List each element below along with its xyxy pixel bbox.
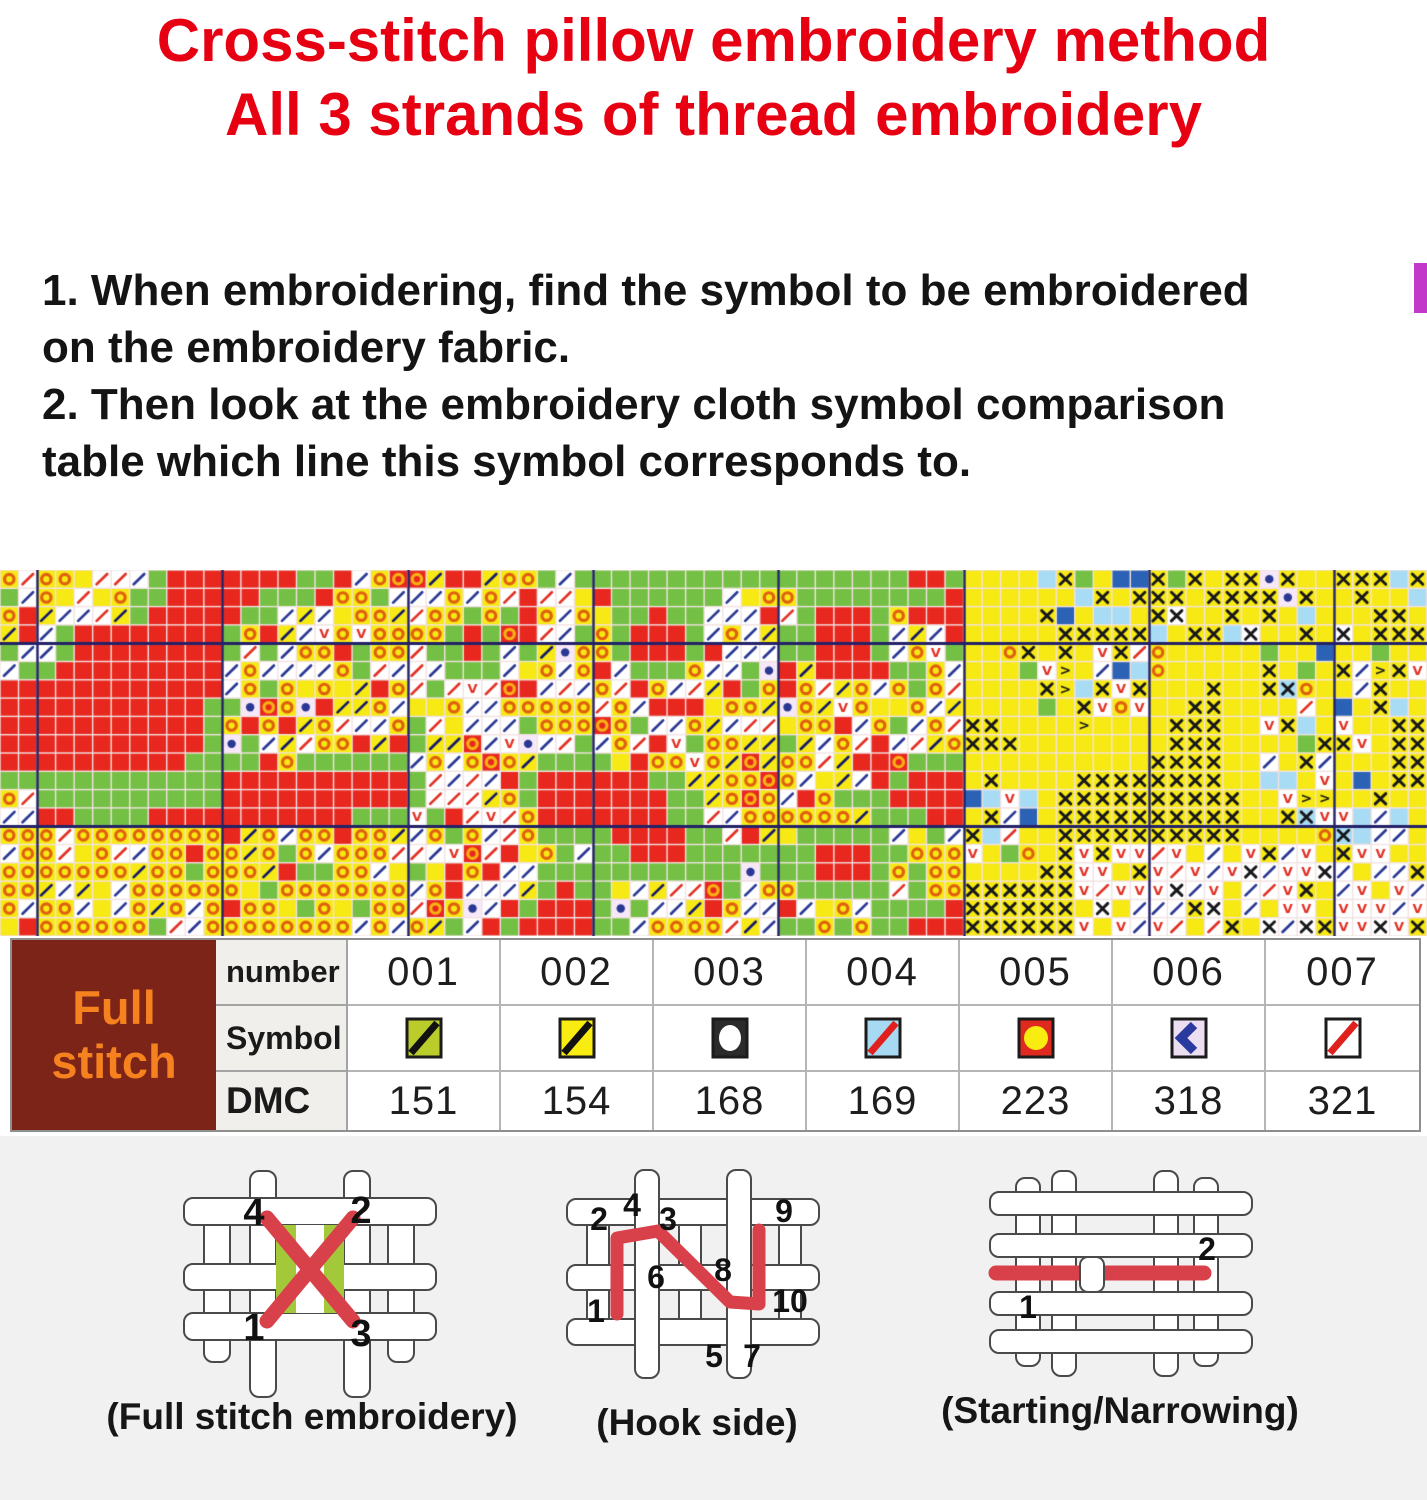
legend-symbol-cell-003 (654, 1006, 807, 1072)
legend-dmc-007: 321 (1266, 1072, 1419, 1130)
legend-number-006: 006 (1113, 940, 1266, 1006)
row-label-symbol: Symbol (216, 1006, 348, 1072)
full-stitch-legend-table: Full stitch number Symbol DMC 001 151 002 1… (10, 938, 1421, 1132)
legend-column-006: 006 318 (1113, 940, 1266, 1130)
stitch-order-number: 6 (647, 1259, 665, 1295)
instruction-line-2: on the embroidery fabric. (42, 323, 571, 372)
stitch-order-number: 1 (243, 1307, 264, 1349)
yellow-black-diagonal-icon (558, 1017, 595, 1059)
legend-symbol-cell-002 (501, 1006, 654, 1072)
legend-number-007: 007 (1266, 940, 1419, 1006)
text-cursor-artifact (1414, 263, 1427, 313)
legend-dmc-003: 168 (654, 1072, 807, 1130)
full-stitch-label-line-2: stitch (51, 1035, 177, 1088)
instruction-line-4: table which line this symbol corresponds… (42, 437, 972, 486)
instruction-line-1: 1. When embroidering, find the symbol to… (42, 266, 1250, 315)
pattern-chart-canvas (0, 570, 1427, 936)
lavender-blue-chevron-icon (1170, 1017, 1207, 1059)
legend-number-003: 003 (654, 940, 807, 1006)
caption-hook-side: (Hook side) (596, 1402, 798, 1443)
legend-column-003: 003 168 (654, 940, 807, 1130)
stitch-order-number: 2 (1198, 1231, 1216, 1267)
weave-thread (989, 1191, 1253, 1216)
weave-thread (1079, 1256, 1105, 1293)
full-stitch-header-block: Full stitch (12, 940, 216, 1130)
lightblue-red-diagonal-icon (864, 1017, 901, 1059)
stitch-order-number: 10 (772, 1283, 808, 1319)
weave-thread (183, 1197, 437, 1226)
stitch-order-number: 7 (743, 1338, 761, 1374)
legend-dmc-001: 151 (348, 1072, 501, 1130)
caption-starting-narrowing: (Starting/Narrowing) (941, 1390, 1299, 1431)
stitch-order-number: 1 (587, 1293, 605, 1329)
stitch-order-number: 4 (623, 1187, 641, 1223)
stitch-order-number: 3 (350, 1313, 371, 1355)
white-red-diagonal-icon (1324, 1017, 1361, 1059)
legend-symbol-cell-007 (1266, 1006, 1419, 1072)
legend-dmc-002: 154 (501, 1072, 654, 1130)
legend-symbol-cell-001 (348, 1006, 501, 1072)
legend-number-001: 001 (348, 940, 501, 1006)
black-white-circle-icon (711, 1017, 748, 1059)
cross-stitch-thread (259, 1210, 361, 1329)
legend-number-004: 004 (807, 940, 960, 1006)
legend-dmc-006: 318 (1113, 1072, 1266, 1130)
stitch-order-number: 2 (590, 1201, 608, 1237)
red-yellow-circle-icon (1017, 1017, 1054, 1059)
legend-column-005: 005 223 (960, 940, 1113, 1130)
starting-narrowing-diagram: 1 2 (988, 1170, 1253, 1377)
page-title-line-2: All 3 strands of thread embroidery (225, 81, 1202, 148)
stitch-order-number: 8 (714, 1252, 732, 1288)
caption-full-stitch: (Full stitch embroidery) (106, 1396, 518, 1437)
legend-number-005: 005 (960, 940, 1113, 1006)
weave-thread (726, 1169, 752, 1379)
stitch-order-number: 3 (659, 1201, 677, 1237)
legend-column-002: 002 154 (501, 940, 654, 1130)
stitch-order-number: 2 (350, 1190, 371, 1232)
row-label-number: number (216, 940, 348, 1006)
legend-row-labels: number Symbol DMC (216, 940, 348, 1130)
yellow-green-black-diagonal-icon (405, 1017, 442, 1059)
weave-thread (183, 1312, 437, 1341)
weave-thread (989, 1233, 1253, 1258)
stitch-order-number: 5 (705, 1338, 723, 1374)
instructions-text: 1. When embroidering, find the symbol to… (42, 262, 1420, 490)
stitch-order-number: 9 (775, 1193, 793, 1229)
hook-side-diagram: 2 4 3 9 6 8 1 5 7 10 (566, 1169, 820, 1379)
hook-stitch-thread (610, 1223, 766, 1321)
weave-thread (634, 1169, 660, 1379)
legend-dmc-004: 169 (807, 1072, 960, 1130)
page-title-line-1: Cross-stitch pillow embroidery method (156, 7, 1271, 74)
weave-thread (566, 1198, 820, 1226)
instruction-line-3: 2. Then look at the embroidery cloth sym… (42, 380, 1226, 429)
weave-thread (989, 1329, 1253, 1354)
weave-thread (566, 1318, 820, 1346)
legend-dmc-005: 223 (960, 1072, 1113, 1130)
row-label-dmc: DMC (216, 1072, 348, 1130)
legend-column-004: 004 169 (807, 940, 960, 1130)
legend-columns: 001 151 002 154 003 168 004 169 005 223 006 318 007 3… (348, 940, 1419, 1130)
legend-symbol-cell-004 (807, 1006, 960, 1072)
legend-symbol-cell-005 (960, 1006, 1113, 1072)
legend-column-001: 001 151 (348, 940, 501, 1130)
stitch-order-number: 1 (1019, 1289, 1037, 1325)
legend-number-002: 002 (501, 940, 654, 1006)
legend-symbol-cell-006 (1113, 1006, 1266, 1072)
weave-thread (989, 1291, 1253, 1316)
full-stitch-diagram: 4 2 1 3 (183, 1170, 437, 1398)
stitch-order-number: 4 (243, 1192, 264, 1234)
full-stitch-label-line-1: Full (72, 981, 156, 1034)
legend-column-007: 007 321 (1266, 940, 1419, 1130)
